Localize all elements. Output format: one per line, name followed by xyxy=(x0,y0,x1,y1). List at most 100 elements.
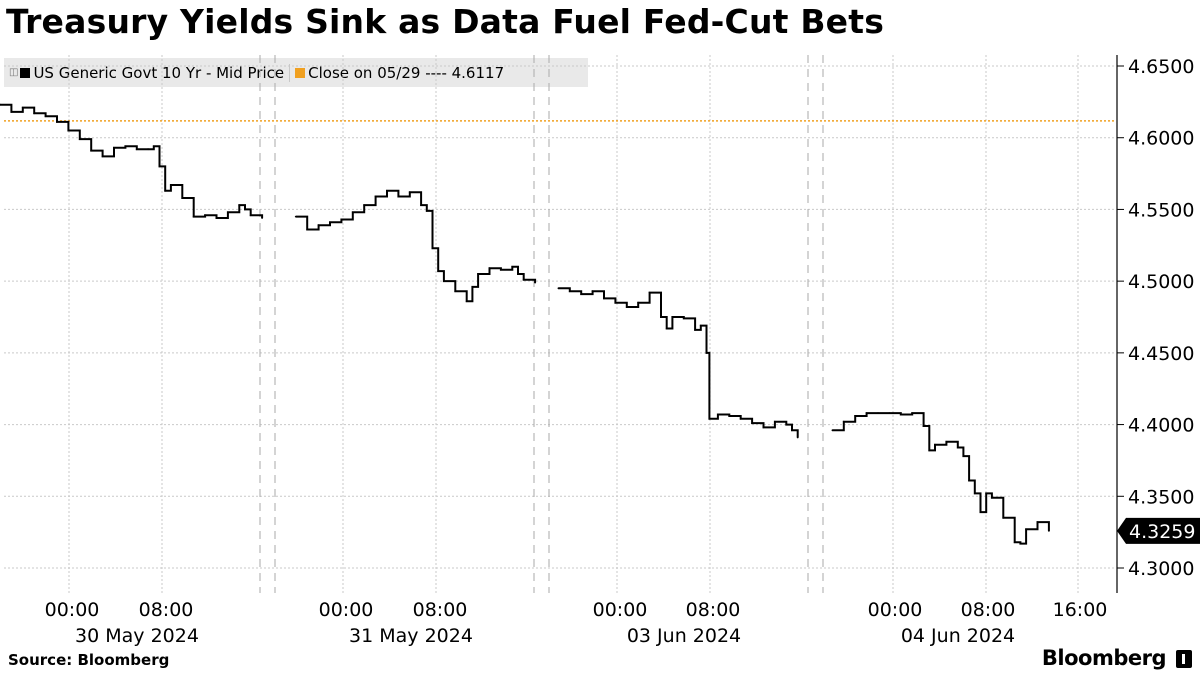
y-tick-label: 4.5500 xyxy=(1128,199,1194,221)
data-point xyxy=(791,429,793,432)
series-line-segment xyxy=(0,103,264,219)
legend-close-label: Close on 05/29 ---- 4.6117 xyxy=(308,63,505,82)
data-point xyxy=(785,423,788,426)
data-point xyxy=(877,412,879,414)
data-point xyxy=(796,436,799,439)
data-point xyxy=(580,293,583,295)
data-point xyxy=(465,300,468,303)
data-point xyxy=(306,228,309,231)
data-point xyxy=(431,247,434,250)
data-point xyxy=(899,413,902,416)
data-point xyxy=(0,103,1,106)
data-point xyxy=(317,224,320,227)
data-point xyxy=(922,425,925,427)
series-line-segment xyxy=(558,287,799,438)
data-point xyxy=(204,214,207,217)
x-day-label: 31 May 2024 xyxy=(349,625,473,647)
chart-title: Treasury Yields Sink as Data Fuel Fed-Cu… xyxy=(6,2,885,41)
x-tick-label: 00:00 xyxy=(319,599,374,621)
x-tick-label: 08:00 xyxy=(139,599,194,621)
data-point xyxy=(397,195,400,198)
data-point xyxy=(152,145,155,148)
expand-icon[interactable]: ◫ xyxy=(9,67,19,78)
data-point xyxy=(557,287,560,290)
data-point xyxy=(147,148,150,151)
data-point xyxy=(671,316,674,318)
data-point xyxy=(363,204,366,207)
y-tick-label: 4.6000 xyxy=(1128,128,1194,150)
data-point xyxy=(956,446,959,449)
data-point xyxy=(67,129,70,132)
data-point xyxy=(568,290,571,293)
data-point xyxy=(1019,542,1022,545)
legend-divider xyxy=(289,63,291,82)
data-point xyxy=(500,268,502,271)
data-point xyxy=(774,420,776,423)
data-point xyxy=(10,111,13,113)
data-point xyxy=(739,417,742,420)
data-point xyxy=(215,217,218,219)
x-day-label: 04 Jun 2024 xyxy=(901,625,1015,647)
data-point xyxy=(135,148,138,151)
data-point xyxy=(973,492,976,495)
data-point xyxy=(386,189,388,192)
bloomberg-terminal-icon xyxy=(1176,650,1192,668)
y-tick-label: 4.3000 xyxy=(1128,558,1194,580)
data-point xyxy=(991,496,993,499)
data-point xyxy=(170,184,172,186)
y-tick-label: 4.4000 xyxy=(1128,415,1194,437)
data-point xyxy=(985,492,988,495)
data-point xyxy=(705,352,708,354)
data-point xyxy=(660,316,662,318)
data-point xyxy=(437,270,440,272)
data-point xyxy=(517,273,519,275)
data-point xyxy=(374,195,377,198)
x-day-label: 30 May 2024 xyxy=(75,625,199,647)
data-point xyxy=(164,189,167,192)
data-point xyxy=(865,412,868,414)
brand-logo: Bloomberg xyxy=(1041,646,1167,670)
data-point xyxy=(249,214,252,217)
data-point xyxy=(979,511,982,513)
data-point xyxy=(842,420,845,423)
data-point xyxy=(751,422,753,424)
source-note: Source: Bloomberg xyxy=(8,651,170,669)
data-point xyxy=(294,215,297,218)
data-point xyxy=(471,286,474,288)
data-point xyxy=(420,204,422,207)
x-day-label: 03 Jun 2024 xyxy=(627,625,741,647)
data-point xyxy=(928,449,931,452)
data-point xyxy=(911,412,914,414)
series-swatch xyxy=(20,67,31,78)
data-point xyxy=(44,115,47,118)
data-point xyxy=(728,415,731,417)
y-tick-label: 4.6500 xyxy=(1128,56,1194,78)
data-point xyxy=(124,145,127,148)
data-point xyxy=(192,215,195,218)
data-point xyxy=(329,221,331,224)
data-point xyxy=(113,146,115,149)
data-point xyxy=(158,165,161,168)
data-point xyxy=(1025,528,1027,531)
data-point xyxy=(625,306,628,308)
data-point xyxy=(1048,530,1050,532)
y-tick-label: 4.5000 xyxy=(1128,271,1194,293)
data-point xyxy=(261,217,263,219)
x-tick-label: 08:00 xyxy=(961,599,1016,621)
data-point xyxy=(648,291,651,294)
data-point xyxy=(33,112,36,115)
data-point xyxy=(708,417,711,420)
data-point xyxy=(1002,516,1005,519)
last-value-label: 4.3259 xyxy=(1129,521,1195,543)
data-point xyxy=(682,317,685,320)
last-value-badge xyxy=(1117,517,1200,544)
x-tick-label: 00:00 xyxy=(45,599,100,621)
data-point xyxy=(522,278,525,281)
data-point xyxy=(665,327,668,330)
data-point xyxy=(244,208,246,211)
data-point xyxy=(238,204,241,207)
data-point xyxy=(477,273,479,275)
data-point xyxy=(854,415,857,417)
data-point xyxy=(1013,541,1016,544)
